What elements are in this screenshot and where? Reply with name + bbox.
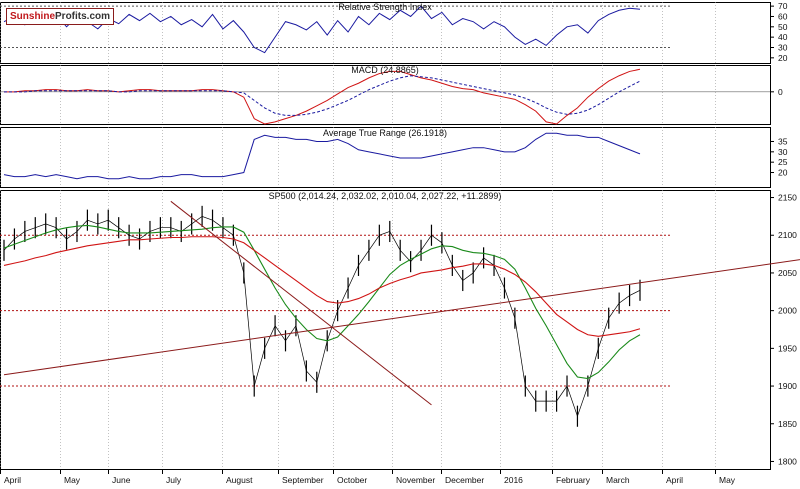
trendlines-layer <box>3 200 800 406</box>
month-label-0: April <box>4 475 21 485</box>
sunshine-profits-logo[interactable]: Sunshine Profits.com <box>6 8 115 25</box>
ytick-label-3-1850: 1850 <box>778 419 797 429</box>
ytick-label-1-0: 0 <box>778 87 783 97</box>
macd-line <box>4 68 641 125</box>
sma-red-line <box>3 236 641 337</box>
atr-panel-title: Average True Range (26.1918) <box>323 128 447 138</box>
logo-profits-text: Profits.com <box>55 11 111 22</box>
month-label-7: November <box>396 475 435 485</box>
price-close-line <box>3 215 641 418</box>
sma-green-line <box>3 224 641 380</box>
month-label-8: December <box>445 475 484 485</box>
ytick-label-2-35: 35 <box>778 136 788 146</box>
month-label-5: September <box>282 475 324 485</box>
month-label-4: August <box>226 475 253 485</box>
ytick-label-0-70: 70 <box>778 1 788 11</box>
ytick-label-2-30: 30 <box>778 147 788 157</box>
logo-sunshine-text: Sunshine <box>10 11 56 22</box>
ytick-label-2-25: 25 <box>778 157 788 167</box>
ytick-label-0-40: 40 <box>778 32 788 42</box>
x-axis-months: April May June July August September October No… <box>0 469 736 485</box>
series-layer <box>3 5 641 427</box>
month-label-10: February <box>556 475 591 485</box>
month-label-6: October <box>337 475 367 485</box>
panel-frame-3 <box>0 190 771 470</box>
trendline-1 <box>170 200 432 406</box>
month-label-9: 2016 <box>504 475 523 485</box>
ytick-label-0-60: 60 <box>778 11 788 21</box>
sp500-panel-title: SP500 (2,014.24, 2,032.02, 2,010.04, 2,0… <box>269 191 502 201</box>
ytick-label-3-2000: 2000 <box>778 306 797 316</box>
panel-frames <box>0 2 771 470</box>
month-label-12: April <box>666 475 683 485</box>
month-label-2: June <box>112 475 131 485</box>
ytick-label-3-2100: 2100 <box>778 230 797 240</box>
atr-line <box>3 132 641 180</box>
macd-signal-line <box>4 75 641 116</box>
ytick-label-0-30: 30 <box>778 42 788 52</box>
reference-lines <box>0 5 770 387</box>
macd-panel-title: MACD (24.8865) <box>351 65 419 75</box>
ytick-label-0-20: 20 <box>778 53 788 63</box>
y-axis-ticks: 2030405060700202530351800185019001950200… <box>770 1 797 466</box>
month-label-11: March <box>606 475 630 485</box>
rsi-panel-title: Relative Strength Index <box>338 2 432 12</box>
grid-lines <box>0 2 716 469</box>
month-label-3: July <box>166 475 182 485</box>
ytick-label-3-1900: 1900 <box>778 381 797 391</box>
ytick-label-3-2150: 2150 <box>778 193 797 203</box>
ytick-label-3-1800: 1800 <box>778 456 797 466</box>
month-label-13: May <box>719 475 736 485</box>
month-label-1: May <box>64 475 81 485</box>
trendline-0 <box>3 259 800 376</box>
ytick-label-2-20: 20 <box>778 168 788 178</box>
ytick-label-3-1950: 1950 <box>778 343 797 353</box>
ytick-label-0-50: 50 <box>778 22 788 32</box>
ytick-label-3-2050: 2050 <box>778 268 797 278</box>
